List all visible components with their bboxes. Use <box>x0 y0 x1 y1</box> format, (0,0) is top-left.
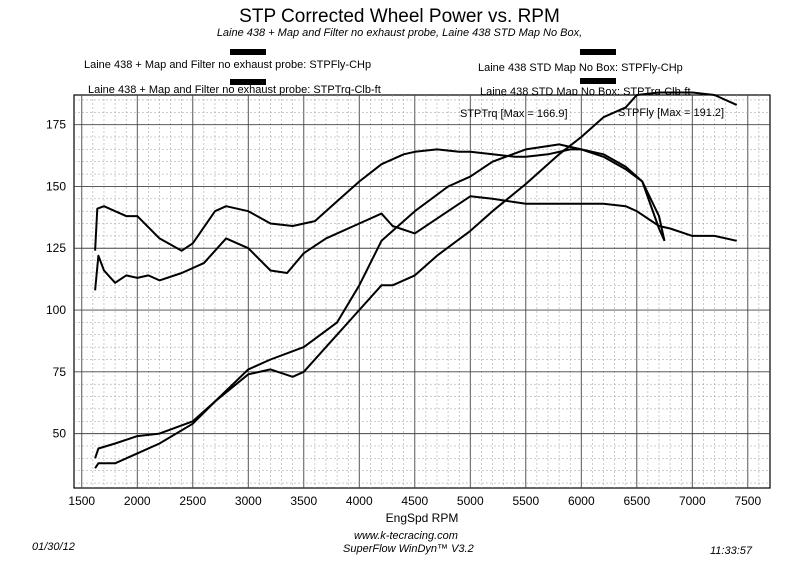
annotation-power-max: STPFly [Max = 191.2] <box>618 107 724 119</box>
x-tick-label: 3500 <box>290 494 317 508</box>
x-tick-label: 5500 <box>512 494 539 508</box>
series-line-torque-stdmap <box>94 195 737 291</box>
footer-website: www.k-tecracing.com <box>354 530 458 542</box>
legend-item-torque-1: Laine 438 + Map and Filter no exhaust pr… <box>88 84 381 96</box>
series-lines <box>94 91 738 469</box>
series-line-torque-mapfilter <box>94 148 666 252</box>
x-tick-label: 6500 <box>623 494 650 508</box>
annotation-torque-max: STPTrq [Max = 166.9] <box>460 108 568 120</box>
legend-marker-power-2 <box>580 49 616 55</box>
y-tick-label: 75 <box>53 365 67 379</box>
x-tick-label: 7000 <box>679 494 706 508</box>
footer-time: 11:33:57 <box>710 545 753 557</box>
x-tick-label: 5000 <box>457 494 484 508</box>
x-tick-label: 4000 <box>346 494 373 508</box>
x-tick-label: 1500 <box>68 494 95 508</box>
y-tick-label: 100 <box>46 303 66 317</box>
footer-software: SuperFlow WinDyn™ V3.2 <box>343 543 474 555</box>
series-line-power-stdmap <box>94 91 738 469</box>
legend-item-power-2: Laine 438 STD Map No Box: STPFly-CHp <box>478 62 683 74</box>
series-line-power-mapfilter <box>94 143 666 459</box>
legend-marker-torque-2 <box>580 78 616 84</box>
chart-subtitle: Laine 438 + Map and Filter no exhaust pr… <box>216 27 583 39</box>
tick-labels: 1500 2000 2500 3000 3500 4000 4500 5000 5500 6000… <box>46 118 762 508</box>
y-tick-label: 150 <box>46 179 66 193</box>
plot-frame <box>73 94 771 489</box>
legend-item-power-1: Laine 438 + Map and Filter no exhaust pr… <box>84 59 372 71</box>
legend-marker-torque-1 <box>230 79 266 85</box>
x-tick-label: 3000 <box>235 494 262 508</box>
x-tick-label: 4500 <box>401 494 428 508</box>
x-tick-label: 6000 <box>568 494 595 508</box>
x-tick-label: 7500 <box>734 494 761 508</box>
x-axis-label: EngSpd RPM <box>386 511 459 525</box>
footer-date: 01/30/12 <box>32 541 75 553</box>
y-tick-label: 50 <box>53 427 67 441</box>
x-tick-label: 2500 <box>179 494 206 508</box>
chart-title: STP Corrected Wheel Power vs. RPM <box>239 6 560 27</box>
y-tick-label: 125 <box>46 241 66 255</box>
x-tick-label: 2000 <box>124 494 151 508</box>
y-tick-label: 175 <box>46 118 66 132</box>
legend-marker-power-1 <box>230 49 266 55</box>
